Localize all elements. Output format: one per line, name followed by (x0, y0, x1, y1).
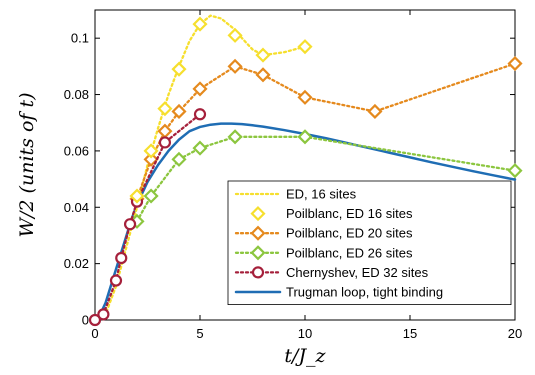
series-5 (93, 122, 517, 322)
legend-entry: Trugman loop, tight binding (234, 285, 443, 300)
legend-swatch-marker (251, 266, 265, 279)
series-line (93, 122, 517, 322)
legend-label: Chernyshev, ED 32 sites (286, 265, 429, 280)
data-point (143, 151, 159, 167)
y-tick-label: 0.06 (64, 143, 89, 158)
y-tick-label: 0.1 (71, 31, 89, 46)
series-0 (93, 14, 307, 322)
y-tick-label: 0.08 (64, 87, 89, 102)
series-line (135, 62, 517, 200)
data-point (97, 308, 110, 321)
legend-swatch-marker (250, 225, 266, 241)
data-point (192, 16, 208, 32)
legend-entry: Poilblanc, ED 20 sites (234, 225, 413, 241)
data-point (143, 188, 159, 204)
data-point (227, 58, 243, 74)
legend-label: Trugman loop, tight binding (286, 285, 443, 300)
legend-label: ED, 16 sites (286, 187, 357, 202)
data-point (367, 103, 383, 120)
series-4 (88, 108, 207, 327)
data-point (192, 140, 208, 156)
y-tick-label: 0 (82, 313, 89, 328)
x-tick-label: 0 (91, 326, 98, 341)
x-tick-label: 10 (298, 326, 312, 341)
legend-label: Poilblanc, ED 26 sites (286, 245, 413, 260)
legend-label: Poilblanc, ED 20 sites (286, 226, 413, 241)
legend-swatch-marker (250, 206, 266, 222)
data-point (227, 129, 243, 145)
series-line (93, 14, 307, 322)
data-point (158, 136, 172, 149)
data-point (88, 313, 102, 327)
legend-entry: Chernyshev, ED 32 sites (234, 265, 429, 280)
data-point (255, 47, 271, 63)
data-point (193, 108, 207, 121)
data-point (171, 61, 187, 77)
series-3 (129, 129, 523, 229)
data-point (123, 218, 137, 231)
data-point (157, 101, 173, 117)
data-point (297, 89, 313, 105)
series-layer (88, 14, 523, 327)
data-point (297, 129, 313, 145)
legend-swatch-marker (250, 245, 266, 261)
x-axis-label: t/J_z (284, 345, 326, 367)
legend-entry: ED, 16 sites (234, 187, 357, 202)
series-1 (129, 16, 313, 204)
x-tick-label: 20 (508, 326, 522, 341)
legend-entry: Poilblanc, ED 16 sites (250, 206, 413, 222)
x-tick-label: 5 (196, 326, 203, 341)
data-point (192, 81, 208, 97)
axis-ticks: 0 5 10 15 20 0 0.02 0.04 0.06 0.08 0.1 (64, 10, 522, 341)
data-point (143, 143, 159, 159)
data-point (297, 39, 313, 55)
data-point (227, 27, 243, 43)
legend-entry: Poilblanc, ED 26 sites (234, 245, 413, 261)
data-point (129, 188, 145, 204)
y-tick-label: 0.04 (64, 200, 89, 215)
data-point (255, 67, 271, 83)
legend: ED, 16 sites Poilblanc, ED 16 sites Poilbl… (227, 180, 512, 305)
data-point (109, 274, 123, 287)
data-point (115, 251, 128, 265)
data-point (507, 55, 523, 72)
y-axis-label: W/2 (units of t) (16, 92, 38, 237)
data-point (507, 163, 523, 179)
x-tick-label: 15 (403, 326, 417, 341)
data-point (171, 151, 187, 167)
legend-box (227, 180, 512, 305)
data-point (171, 103, 187, 120)
legend-label: Poilblanc, ED 16 sites (286, 206, 413, 221)
y-tick-label: 0.02 (64, 256, 89, 271)
